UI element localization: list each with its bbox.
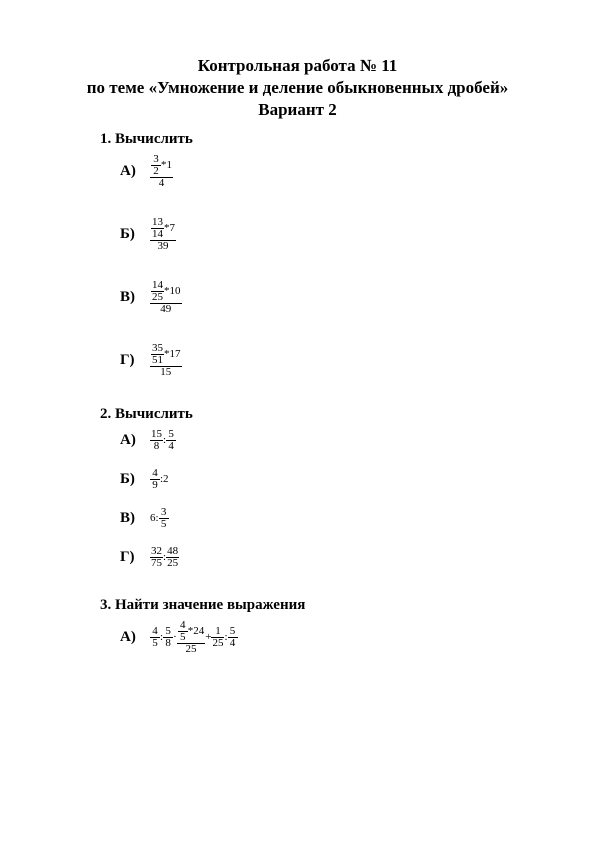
- expr-1v: 1425*10 49: [150, 280, 182, 315]
- problem-1b: Б) 1314*7 39: [120, 217, 535, 252]
- expr-1g: 3551*17 15: [150, 343, 182, 378]
- problem-1g: Г) 3551*17 15: [120, 343, 535, 378]
- expr-2g: 3275:4825: [150, 546, 179, 569]
- problem-2b: Б) 49:2: [120, 468, 535, 491]
- header-line-1: Контрольная работа № 11: [60, 55, 535, 77]
- header-line-2: по теме «Умножение и деление обыкновенны…: [60, 77, 535, 99]
- expr-1b: 1314*7 39: [150, 217, 176, 252]
- problem-2g: Г) 3275:4825: [120, 546, 535, 569]
- expr-2b: 49:2: [150, 468, 169, 491]
- problem-3a: А) 45:58· 45*24 25 +125:54: [120, 620, 535, 655]
- label-2g: Г): [120, 549, 150, 566]
- expr-2v: 6:35: [150, 507, 169, 530]
- label-1g: Г): [120, 352, 150, 369]
- expr-1a: 32*1 4: [150, 154, 173, 189]
- page: Контрольная работа № 11 по теме «Умножен…: [0, 0, 595, 842]
- document-header: Контрольная работа № 11 по теме «Умножен…: [60, 55, 535, 121]
- label-3a: А): [120, 629, 150, 646]
- label-2v: В): [120, 510, 150, 527]
- expr-3a: 45:58· 45*24 25 +125:54: [150, 620, 238, 655]
- section-1-title: 1. Вычислить: [100, 131, 535, 148]
- problem-1a: А) 32*1 4: [120, 154, 535, 189]
- problem-2a: А) 158:54: [120, 429, 535, 452]
- problem-1v: В) 1425*10 49: [120, 280, 535, 315]
- label-1a: А): [120, 163, 150, 180]
- header-line-3: Вариант 2: [60, 99, 535, 121]
- label-2a: А): [120, 432, 150, 449]
- section-2-title: 2. Вычислить: [100, 406, 535, 423]
- problem-2v: В) 6:35: [120, 507, 535, 530]
- section-3-title: 3. Найти значение выражения: [100, 597, 535, 614]
- label-1b: Б): [120, 226, 150, 243]
- expr-2a: 158:54: [150, 429, 176, 452]
- label-1v: В): [120, 289, 150, 306]
- label-2b: Б): [120, 471, 150, 488]
